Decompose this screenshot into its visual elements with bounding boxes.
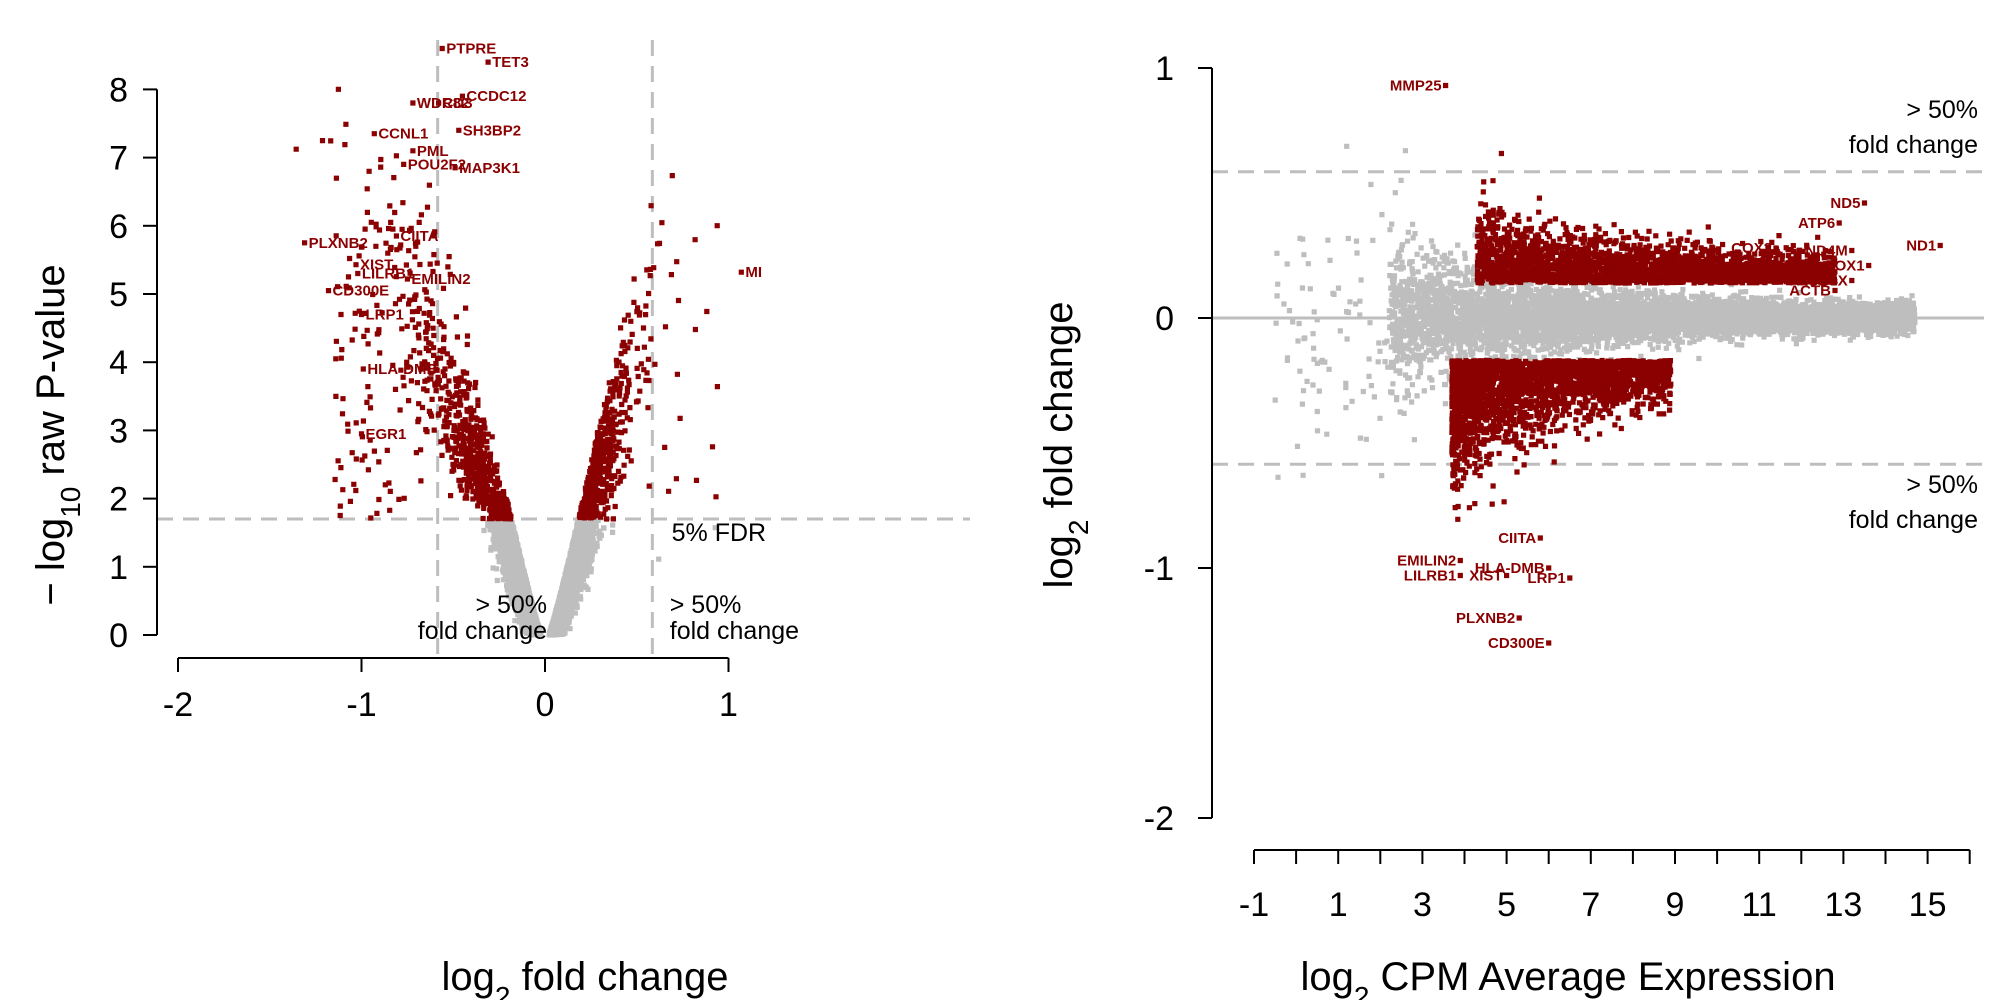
volcano-gene-label: CCNL1 (378, 126, 428, 143)
volcano-gene-label: CIITA (400, 228, 438, 245)
volcano-annotation-fdr: 5% FDR (672, 519, 766, 547)
ma-gene-label: ATP6 (1798, 215, 1835, 232)
ma-annotation-fc-top-1: > 50% (1906, 96, 1978, 124)
ma-gene-label: ACTB (1789, 283, 1831, 300)
volcano-gene-label: MAP3K1 (459, 160, 520, 177)
ma-x-tick-label: 13 (1824, 886, 1862, 924)
ma-points (1272, 82, 1943, 646)
ma-y-axis-title: log2 fold change (1037, 302, 1094, 589)
volcano-x-tick-label: 0 (536, 686, 555, 724)
ma-x-tick-label: 7 (1581, 886, 1600, 924)
ma-x-tick-label: 5 (1497, 886, 1516, 924)
volcano-gene-label: EMILIN2 (411, 271, 470, 288)
volcano-gene-label: PML (417, 143, 449, 160)
ma-annotation-fc-top-2: fold change (1849, 131, 1978, 159)
ma-x-tick-label: 9 (1666, 886, 1685, 924)
volcano-gene-label: CCDC12 (466, 88, 526, 105)
ma-nonsignificant-points (1272, 143, 1918, 480)
volcano-gene-label: CD3 (443, 95, 473, 112)
volcano-annotation-fc-left-2: fold change (418, 617, 547, 645)
ma-y-tick-label: 1 (1155, 50, 1174, 88)
ma-annotations: > 50% fold change > 50% fold change (1849, 96, 1978, 534)
ma-gene-label: ND1 (1906, 238, 1936, 255)
ma-gene-label: COX2 (1731, 240, 1772, 257)
ma-gene-label: HLA-DMB (1475, 560, 1545, 577)
volcano-y-tick-label: 4 (109, 344, 128, 382)
volcano-y-tick-label: 1 (109, 549, 128, 587)
volcano-axes: 0 1 2 3 4 5 6 7 8 -2 -1 0 1 (109, 71, 738, 724)
volcano-gene-label: SH3BP2 (463, 122, 521, 139)
ma-significant-points (1443, 82, 1943, 646)
ma-x-tick-label: 11 (1742, 886, 1777, 924)
ma-x-tick-label: 15 (1909, 886, 1947, 924)
volcano-y-tick-label: 2 (109, 481, 128, 519)
volcano-y-tick-label: 3 (109, 412, 128, 450)
volcano-points (293, 45, 744, 638)
volcano-gene-label: EGR1 (366, 426, 407, 443)
volcano-gene-label: XIST (360, 257, 393, 274)
ma-gene-label: LRP1 (1527, 570, 1565, 587)
volcano-x-tick-label: -2 (163, 686, 193, 724)
volcano-annotation-fc-right-2: fold change (670, 617, 799, 645)
ma-gene-label: TMSB4X (1787, 273, 1848, 290)
ma-gene-label: COX1 (1824, 258, 1865, 275)
ma-gene-label: MMP25 (1390, 78, 1442, 95)
ma-x-tick-label: 3 (1413, 886, 1432, 924)
ma-gene-label: ND4M (1805, 243, 1848, 260)
volcano-gene-label: PLXNB2 (309, 235, 368, 252)
volcano-annotations: 5% FDR> 50%fold change> 50%fold change (418, 519, 799, 645)
ma-gene-label: CIITA (1498, 530, 1536, 547)
volcano-nonsignificant-points (481, 516, 718, 638)
volcano-y-axis-title: − log10 raw P-value (29, 264, 86, 605)
volcano-y-tick-label: 7 (109, 140, 128, 178)
ma-gene-label: ND5 (1830, 195, 1860, 212)
volcano-gene-label: PTPRE (446, 40, 496, 57)
ma-x-tick-label: -1 (1239, 886, 1269, 924)
ma-y-tick-label: 0 (1155, 300, 1174, 338)
volcano-x-tick-label: -1 (346, 686, 376, 724)
volcano-annotation-fc-left-1: > 50% (475, 591, 547, 619)
volcano-gene-label: MI (745, 264, 762, 281)
volcano-gene-label: TET3 (492, 54, 529, 71)
ma-y-tick-label: -2 (1144, 800, 1174, 838)
volcano-significant-points (293, 45, 744, 522)
ma-gene-label: PLXNB2 (1456, 610, 1515, 627)
ma-gene-label: XIST (1469, 568, 1502, 585)
volcano-gene-label: LRP1 (366, 306, 404, 323)
volcano-y-tick-label: 8 (109, 71, 128, 109)
volcano-x-axis-title: log2 fold change (442, 955, 729, 1000)
volcano-y-tick-label: 6 (109, 208, 128, 246)
ma-y-tick-label: -1 (1144, 550, 1174, 588)
ma-annotation-fc-bottom-2: fold change (1849, 506, 1978, 534)
ma-annotation-fc-bottom-1: > 50% (1906, 471, 1978, 499)
ma-x-axis-title: log2 CPM Average Expression (1300, 955, 1835, 1000)
ma-gene-label: LILRB1 (1404, 568, 1457, 585)
volcano-gene-label: CD300E (332, 283, 389, 300)
ma-gene-label: CD300E (1488, 635, 1545, 652)
volcano-y-tick-label: 0 (109, 617, 128, 655)
volcano-gene-label: WDR82 (417, 95, 470, 112)
volcano-annotation-fc-right-1: > 50% (670, 591, 742, 619)
volcano-gene-label: POU2F2 (408, 156, 466, 173)
volcano-x-tick-label: 1 (719, 686, 738, 724)
ma-axes: -2-101-1 1 3 5 7 9 11 13 15 (1144, 50, 1971, 924)
ma-x-tick-label: 1 (1329, 886, 1348, 924)
volcano-gene-label: HLA-DMB (367, 361, 437, 378)
volcano-guide-lines (157, 40, 970, 660)
volcano-gene-label: LILRB1 (362, 266, 415, 283)
ma-gene-label: EMILIN2 (1397, 553, 1456, 570)
volcano-y-tick-label: 5 (109, 276, 128, 314)
